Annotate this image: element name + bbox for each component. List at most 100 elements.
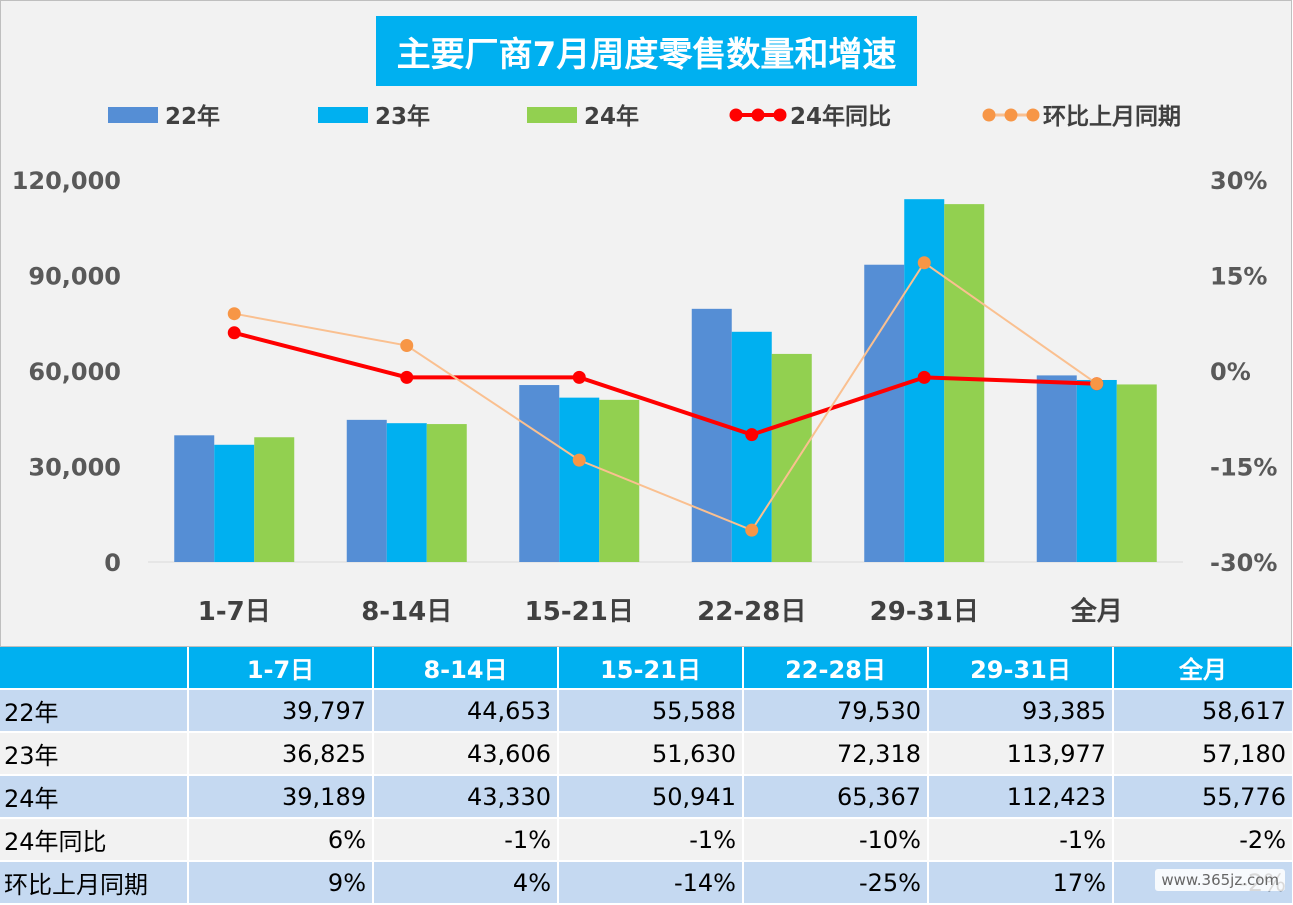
line-环比上月同期 xyxy=(234,261,1098,532)
table-cell: 112,423 xyxy=(928,775,1114,819)
table-row-label: 24年 xyxy=(0,775,189,819)
bar-24年-22-28日 xyxy=(771,353,812,562)
chart-svg: 0 30,000 60,000 90,000 120,000 -30% -15% 0% 15% 3… xyxy=(12,103,1278,627)
point-24年同比-8-14日 xyxy=(400,370,414,384)
table-row: 24年 39,189 43,330 50,941 65,367 112,423 55,776 xyxy=(0,775,1293,819)
table-cell: -1% xyxy=(928,818,1114,862)
table-row-label: 环比上月同期 xyxy=(0,861,189,905)
table-cell: -25% xyxy=(743,861,929,905)
legend-label: 22年 xyxy=(165,103,220,130)
bar-24年-1-7日 xyxy=(254,437,295,562)
y-left-tick-label: 120,000 xyxy=(12,167,121,195)
table-header-cell: 22-28日 xyxy=(743,647,929,690)
point-环比上月同期-全月 xyxy=(1090,377,1104,391)
table-header-cell: 29-31日 xyxy=(928,647,1114,690)
bar-24年-8-14日 xyxy=(426,424,467,562)
table-cell: 44,653 xyxy=(373,689,559,733)
y-right-tick-label: -30% xyxy=(1210,549,1277,577)
table-header-row: 1-7日 8-14日 15-21日 22-28日 29-31日 全月 xyxy=(0,647,1293,690)
table-cell: 51,630 xyxy=(558,732,744,776)
y-right-tick-label: -15% xyxy=(1210,454,1277,482)
y-right-tick-label: 30% xyxy=(1210,167,1267,195)
table-cell: -1% xyxy=(558,818,744,862)
point-24年同比-1-7日 xyxy=(227,326,241,340)
table-cell: 58,617 xyxy=(1113,689,1293,733)
bar-23年-8-14日 xyxy=(386,423,427,562)
y-left-tick-label: 90,000 xyxy=(28,263,121,291)
table-cell: 50,941 xyxy=(558,775,744,819)
table-header-cell: 全月 xyxy=(1113,647,1293,690)
table-cell: -10% xyxy=(743,818,929,862)
table-cell: 113,977 xyxy=(928,732,1114,776)
table-row: 22年 39,797 44,653 55,588 79,530 93,385 58,617 xyxy=(0,689,1293,733)
table-row-label: 24年同比 xyxy=(0,818,189,862)
table-row-label: 23年 xyxy=(0,732,189,776)
table-cell: 55,588 xyxy=(558,689,744,733)
bar-22年-8-14日 xyxy=(346,419,387,562)
x-tick-label: 22-28日 xyxy=(697,597,806,627)
table-cell: 43,606 xyxy=(373,732,559,776)
bar-23年-1-7日 xyxy=(214,444,255,562)
x-tick-label: 全月 xyxy=(1070,596,1123,627)
legend-label: 23年 xyxy=(375,103,430,130)
table-row-label: 22年 xyxy=(0,689,189,733)
bar-24年-全月 xyxy=(1116,384,1157,562)
legend-label: 24年 xyxy=(584,103,639,130)
table-cell: 36,825 xyxy=(188,732,374,776)
point-24年同比-22-28日 xyxy=(745,428,759,442)
bar-22年-15-21日 xyxy=(519,385,560,562)
point-24年同比-15-21日 xyxy=(572,370,586,384)
chart-title: 主要厂商7月周度零售数量和增速 xyxy=(376,16,917,86)
table-cell: 72,318 xyxy=(743,732,929,776)
bar-22年-全月 xyxy=(1036,375,1077,562)
point-环比上月同期-15-21日 xyxy=(572,453,586,467)
bar-24年-29-31日 xyxy=(944,204,985,562)
table-cell: 6% xyxy=(188,818,374,862)
legend-swatch xyxy=(318,107,368,123)
table-cell: 65,367 xyxy=(743,775,929,819)
table-cell: 17% xyxy=(928,861,1114,905)
point-环比上月同期-22-28日 xyxy=(745,523,759,537)
table-row: 24年同比 6% -1% -1% -10% -1% -2% xyxy=(0,818,1293,862)
table-header-cell xyxy=(0,647,189,690)
y-right-tick-label: 0% xyxy=(1210,358,1251,386)
bar-24年-15-21日 xyxy=(599,399,640,562)
table-row: 23年 36,825 43,606 51,630 72,318 113,977 57,180 xyxy=(0,732,1293,776)
legend-marker xyxy=(982,108,996,122)
table-cell: -14% xyxy=(558,861,744,905)
point-环比上月同期-29-31日 xyxy=(917,256,931,270)
table-cell: 9% xyxy=(188,861,374,905)
x-tick-label: 15-21日 xyxy=(525,597,634,627)
data-table: 1-7日 8-14日 15-21日 22-28日 29-31日 全月 22年 39,797 44… xyxy=(0,647,1293,905)
legend-marker xyxy=(729,108,743,122)
y-left-tick-label: 0 xyxy=(104,549,121,577)
table-cell: 79,530 xyxy=(743,689,929,733)
y-left-tick-label: 30,000 xyxy=(28,454,121,482)
bar-23年-15-21日 xyxy=(559,397,600,562)
table-cell: 39,189 xyxy=(188,775,374,819)
bar-22年-29-31日 xyxy=(864,264,905,562)
legend-label: 24年同比 xyxy=(790,103,891,130)
table-cell: 4% xyxy=(373,861,559,905)
legend-label: 环比上月同期 xyxy=(1043,104,1181,130)
legend-swatch xyxy=(527,107,577,123)
legend-marker xyxy=(751,108,765,122)
x-tick-label: 8-14日 xyxy=(361,597,452,627)
x-tick-label: 29-31日 xyxy=(870,597,979,627)
table-cell: -2% xyxy=(1113,818,1293,862)
legend-swatch xyxy=(108,107,158,123)
line-24年同比 xyxy=(233,330,1097,437)
table-cell: 57,180 xyxy=(1113,732,1293,776)
point-环比上月同期-1-7日 xyxy=(227,307,241,321)
table-header-cell: 15-21日 xyxy=(558,647,744,690)
bar-22年-1-7日 xyxy=(174,435,215,562)
point-24年同比-29-31日 xyxy=(917,370,931,384)
bar-23年-22-28日 xyxy=(731,331,772,562)
point-环比上月同期-8-14日 xyxy=(400,339,414,353)
legend-marker xyxy=(773,108,787,122)
table-header-cell: 8-14日 xyxy=(373,647,559,690)
bar-23年-全月 xyxy=(1076,379,1117,562)
table-cell: 93,385 xyxy=(928,689,1114,733)
